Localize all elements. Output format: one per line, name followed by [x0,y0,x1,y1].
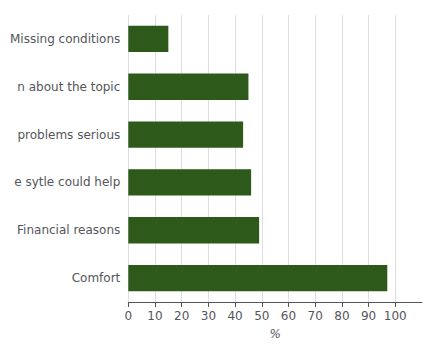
svg-text:40: 40 [227,309,242,323]
svg-text:problems serious: problems serious [17,128,120,142]
svg-text:%: % [269,327,280,341]
svg-text:60: 60 [281,309,296,323]
svg-text:0: 0 [124,309,132,323]
svg-text:Comfort: Comfort [72,271,121,285]
svg-text:Missing conditions: Missing conditions [10,32,120,46]
svg-text:Financial reasons: Financial reasons [17,223,120,237]
svg-text:70: 70 [308,309,323,323]
svg-text:90: 90 [361,309,376,323]
svg-text:e sytle could help: e sytle could help [14,175,120,189]
svg-text:20: 20 [174,309,189,323]
svg-text:100: 100 [384,309,407,323]
svg-text:50: 50 [254,309,269,323]
svg-text:10: 10 [147,309,162,323]
svg-text:80: 80 [334,309,349,323]
svg-text:30: 30 [201,309,216,323]
svg-text:n about the topic: n about the topic [17,80,120,94]
